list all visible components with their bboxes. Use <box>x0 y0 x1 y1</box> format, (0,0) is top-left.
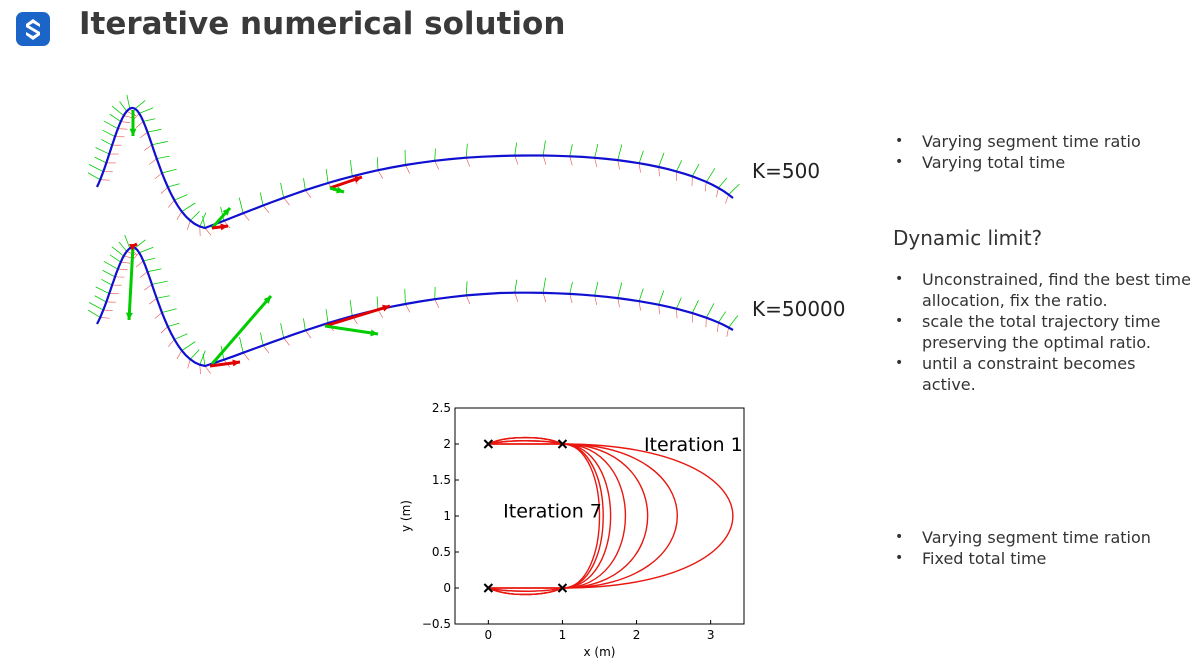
bottom-arc-curve <box>488 587 563 596</box>
note-item: Fixed total time <box>893 548 1151 569</box>
k500-label: K=500 <box>752 159 821 183</box>
x-tick-label: 1 <box>559 628 567 642</box>
notes-group-1: Varying segment time ratio Varying total… <box>893 131 1141 173</box>
note-item: Varying segment time ratio <box>893 131 1141 152</box>
y-tick-label: 1 <box>443 509 451 523</box>
top-arc-curve <box>488 440 563 445</box>
s-logo-icon <box>16 12 50 46</box>
notes-group-3: Varying segment time ration Fixed total … <box>893 527 1151 569</box>
waypoint-marker <box>483 583 494 593</box>
y-tick-label: 1.5 <box>432 473 451 487</box>
bottom-arc-curve <box>488 587 563 592</box>
trajectory-k500 <box>87 94 740 236</box>
y-tick-label: 2.5 <box>432 401 451 415</box>
page-title: Iterative numerical solution <box>79 6 566 42</box>
y-tick-label: 0.5 <box>432 545 451 559</box>
notes-group-2: Unconstrained, find the best time alloca… <box>893 269 1193 395</box>
dynamic-limit-heading: Dynamic limit? <box>893 226 1043 250</box>
note-item: scale the total trajectory time preservi… <box>893 311 1193 353</box>
iteration-annotation: Iteration 1 <box>644 434 743 456</box>
y-tick-label: −0.5 <box>422 617 451 631</box>
y-tick-label: 0 <box>443 581 451 595</box>
y-tick-label: 2 <box>443 437 451 451</box>
trajectory-k50000 <box>87 234 739 375</box>
iteration-curve-1 <box>562 443 734 589</box>
waypoint-marker <box>557 439 568 449</box>
note-item: Unconstrained, find the best time alloca… <box>893 269 1193 311</box>
iteration-curve-6 <box>562 443 604 589</box>
k50000-label: K=50000 <box>752 297 846 321</box>
iteration-curve-7 <box>562 443 601 589</box>
y-axis-label: y (m) <box>399 500 413 532</box>
iteration-annotation: Iteration 7 <box>503 500 602 522</box>
note-item: Varying segment time ration <box>893 527 1151 548</box>
iteration-curve-4 <box>562 443 627 589</box>
x-axis-label: x (m) <box>584 645 616 659</box>
trajectory-figures <box>87 94 740 375</box>
top-arc-curve <box>488 436 563 445</box>
waypoint-marker <box>557 583 568 593</box>
note-item: Varying total time <box>893 152 1141 173</box>
iteration-curve-3 <box>562 443 649 589</box>
waypoint-marker <box>483 439 494 449</box>
x-tick-label: 2 <box>633 628 641 642</box>
x-tick-label: 3 <box>707 628 715 642</box>
x-tick-label: 0 <box>485 628 493 642</box>
iteration-chart: −0.5 0 0.5 1 1.5 2 2.5 0 1 2 3 x (m) y (m) Iteration … <box>399 401 745 659</box>
note-item: until a constraint becomes active. <box>893 353 1193 395</box>
iteration-curve-2 <box>562 443 679 589</box>
iteration-curve-5 <box>562 443 612 589</box>
